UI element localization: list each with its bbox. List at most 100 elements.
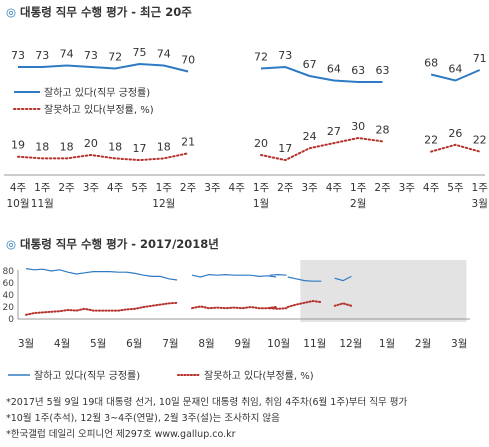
negative-data-label: 17 (133, 142, 147, 155)
positive-data-label: 64 (327, 63, 341, 76)
y-tick-label: 60 (3, 279, 15, 289)
x-tick-label: 7월 (162, 338, 178, 350)
positive-data-label: 70 (181, 54, 195, 67)
x-tick-label: 2월 (415, 338, 431, 350)
x-tick-label: 4월 (54, 338, 70, 350)
title-mark-icon: ◎ (6, 5, 17, 19)
negative-data-label: 19 (11, 139, 25, 152)
negative-data-label: 17 (278, 142, 292, 155)
x-tick-label: 12월 (339, 338, 362, 350)
negative-line (260, 136, 384, 162)
week-tick-label: 2주 (374, 182, 391, 194)
week-tick-label: 3주 (204, 182, 221, 194)
y-tick-label: 0 (8, 315, 14, 325)
x-tick-label: 11월 (303, 338, 326, 350)
bottom-chart-title-text: 대통령 직무 수행 평가 - 2017/2018년 (20, 237, 219, 251)
positive-data-label: 75 (133, 46, 147, 59)
negative-data-label: 20 (254, 137, 268, 150)
negative-data-label: 20 (84, 137, 98, 150)
month-tick-label: 3월 (472, 198, 488, 210)
positive-data-label: 67 (303, 58, 317, 71)
negative-line (286, 299, 323, 308)
positive-data-label: 72 (254, 51, 268, 64)
bottom-chart-title: ◎ 대통령 직무 수행 평가 - 2017/2018년 (6, 236, 219, 252)
week-tick-label: 5주 (131, 182, 148, 194)
x-tick-label: 9월 (234, 338, 250, 350)
positive-line (191, 273, 277, 278)
negative-line (191, 305, 278, 310)
x-tick-label: 3월 (451, 338, 467, 350)
week-tick-label: 2주 (277, 182, 294, 194)
week-tick-label: 5주 (447, 182, 464, 194)
negative-line (333, 302, 353, 307)
week-tick-label: 4주 (423, 182, 440, 194)
positive-line (260, 65, 383, 83)
positive-line (430, 69, 481, 82)
positive-data-label: 68 (424, 57, 438, 70)
legend-positive-label: 잘하고 있다(직무 긍정률) (44, 86, 150, 99)
week-tick-label: 3주 (399, 182, 416, 194)
negative-data-label: 27 (327, 125, 341, 138)
week-tick-label: 1주 (472, 182, 489, 194)
legend-negative-label: 잘못하고 있다(부정률, %) (204, 369, 314, 382)
negative-data-label: 22 (473, 134, 487, 147)
month-tick-label: 12월 (152, 198, 175, 210)
legend-negative-label: 잘못하고 있다(부정률, %) (44, 103, 154, 116)
positive-line (287, 276, 322, 282)
negative-data-label: 30 (351, 120, 365, 133)
y-tick-label: 80 (3, 267, 15, 277)
negative-data-label: 18 (157, 140, 171, 153)
highlight-range (300, 260, 467, 322)
negative-data-label: 18 (108, 140, 122, 153)
positive-data-label: 74 (157, 48, 171, 61)
negative-data-label: 24 (303, 130, 317, 143)
month-tick-label: 2월 (350, 198, 366, 210)
top-chart-title-text: 대통령 직무 수행 평가 - 최근 20주 (20, 5, 192, 19)
week-tick-label: 3주 (301, 182, 318, 194)
bottom-chart: 0 20 40 60 80 3월 4월 5월 6월 7월 8월 9월 10월 11월 12월 1월 2월 3월잘하… (3, 260, 470, 382)
positive-data-label: 72 (108, 51, 122, 64)
month-tick-label: 10월 (6, 198, 29, 210)
positive-data-label: 63 (376, 64, 390, 77)
week-tick-label: 2주 (58, 182, 75, 194)
negative-line (25, 301, 179, 316)
x-tick-label: 5월 (90, 338, 106, 350)
week-tick-label: 4주 (229, 182, 246, 194)
week-tick-label: 1주 (34, 182, 51, 194)
positive-line (25, 268, 178, 281)
negative-data-label: 22 (424, 134, 438, 147)
legend-positive-label: 잘하고 있다(직무 긍정률) (34, 369, 140, 382)
week-tick-label: 4주 (107, 182, 124, 194)
month-tick-label: 1월 (253, 198, 269, 210)
title-mark-icon: ◎ (6, 237, 17, 251)
x-tick-label: 10월 (267, 338, 290, 350)
x-tick-label: 3월 (18, 338, 34, 350)
top-chart-title: ◎ 대통령 직무 수행 평가 - 최근 20주 (6, 4, 192, 20)
week-tick-label: 1주 (350, 182, 367, 194)
negative-data-label: 18 (35, 140, 49, 153)
week-tick-label: 4주 (326, 182, 343, 194)
week-tick-label: 3주 (83, 182, 100, 194)
positive-data-label: 73 (278, 49, 292, 62)
x-tick-label: 6월 (126, 338, 142, 350)
positive-line (18, 62, 189, 73)
x-tick-label: 8월 (198, 338, 214, 350)
positive-data-label: 73 (35, 49, 49, 62)
footnote-1: *2017년 5월 9일 19대 대통령 선거, 10일 문재인 대통령 취임,… (6, 397, 408, 408)
negative-line (430, 143, 481, 153)
negative-data-label: 26 (448, 127, 462, 140)
positive-data-label: 71 (473, 52, 487, 65)
footnote-3: *한국갤럽 데일리 오피니언 제297호 www.gallup.co.kr (6, 429, 236, 440)
negative-data-label: 28 (376, 123, 390, 136)
month-tick-label: 11월 (31, 198, 54, 210)
positive-data-label: 73 (84, 49, 98, 62)
week-tick-label: 1주 (156, 182, 173, 194)
top-chart: 73 73 74 73 72 75 74 70 72 73 67 64 63 63 68 64 71 19 18 18… (4, 46, 489, 210)
week-tick-label: 1주 (253, 182, 270, 194)
y-tick-label: 40 (3, 291, 15, 301)
negative-line (268, 307, 288, 310)
positive-data-label: 63 (351, 64, 365, 77)
positive-line (269, 273, 287, 276)
week-tick-label: 4주 (10, 182, 27, 194)
negative-data-label: 21 (181, 135, 195, 148)
